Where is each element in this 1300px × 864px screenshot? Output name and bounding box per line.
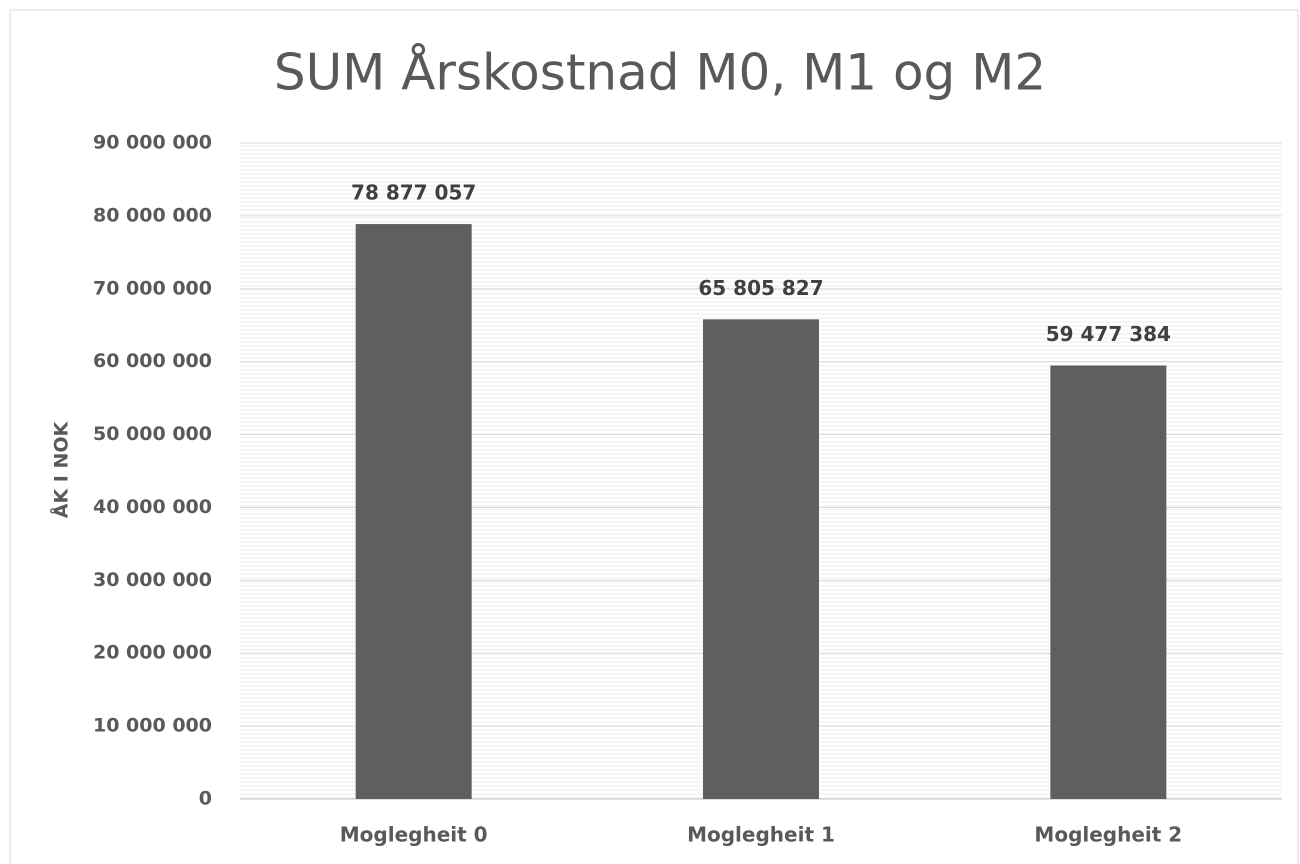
- y-tick-label: 90 000 000: [93, 132, 212, 154]
- x-tick-label: Moglegheit 1: [687, 823, 835, 847]
- y-axis-label: ÅK I NOK: [49, 420, 73, 518]
- x-tick-label: Moglegheit 2: [1034, 823, 1182, 847]
- data-label: 65 805 827: [698, 276, 823, 300]
- x-tick-label: Moglegheit 0: [340, 823, 488, 847]
- y-tick-label: 60 000 000: [93, 350, 212, 372]
- y-tick-label: 80 000 000: [93, 204, 212, 226]
- y-tick-label: 20 000 000: [93, 642, 212, 664]
- bar: [355, 224, 472, 799]
- y-tick-label: 50 000 000: [93, 423, 212, 445]
- bar: [703, 319, 819, 799]
- y-tick-label: 70 000 000: [93, 277, 212, 299]
- chart-title: SUM Årskostnad M0, M1 og M2: [274, 44, 1046, 102]
- data-label: 59 477 384: [1046, 322, 1171, 346]
- data-label: 78 877 057: [351, 181, 476, 205]
- y-tick-label: 30 000 000: [93, 569, 212, 591]
- y-tick-label: 10 000 000: [93, 715, 212, 737]
- y-tick-label: 40 000 000: [93, 496, 212, 518]
- bar: [1050, 365, 1167, 799]
- y-tick-label: 0: [199, 788, 212, 810]
